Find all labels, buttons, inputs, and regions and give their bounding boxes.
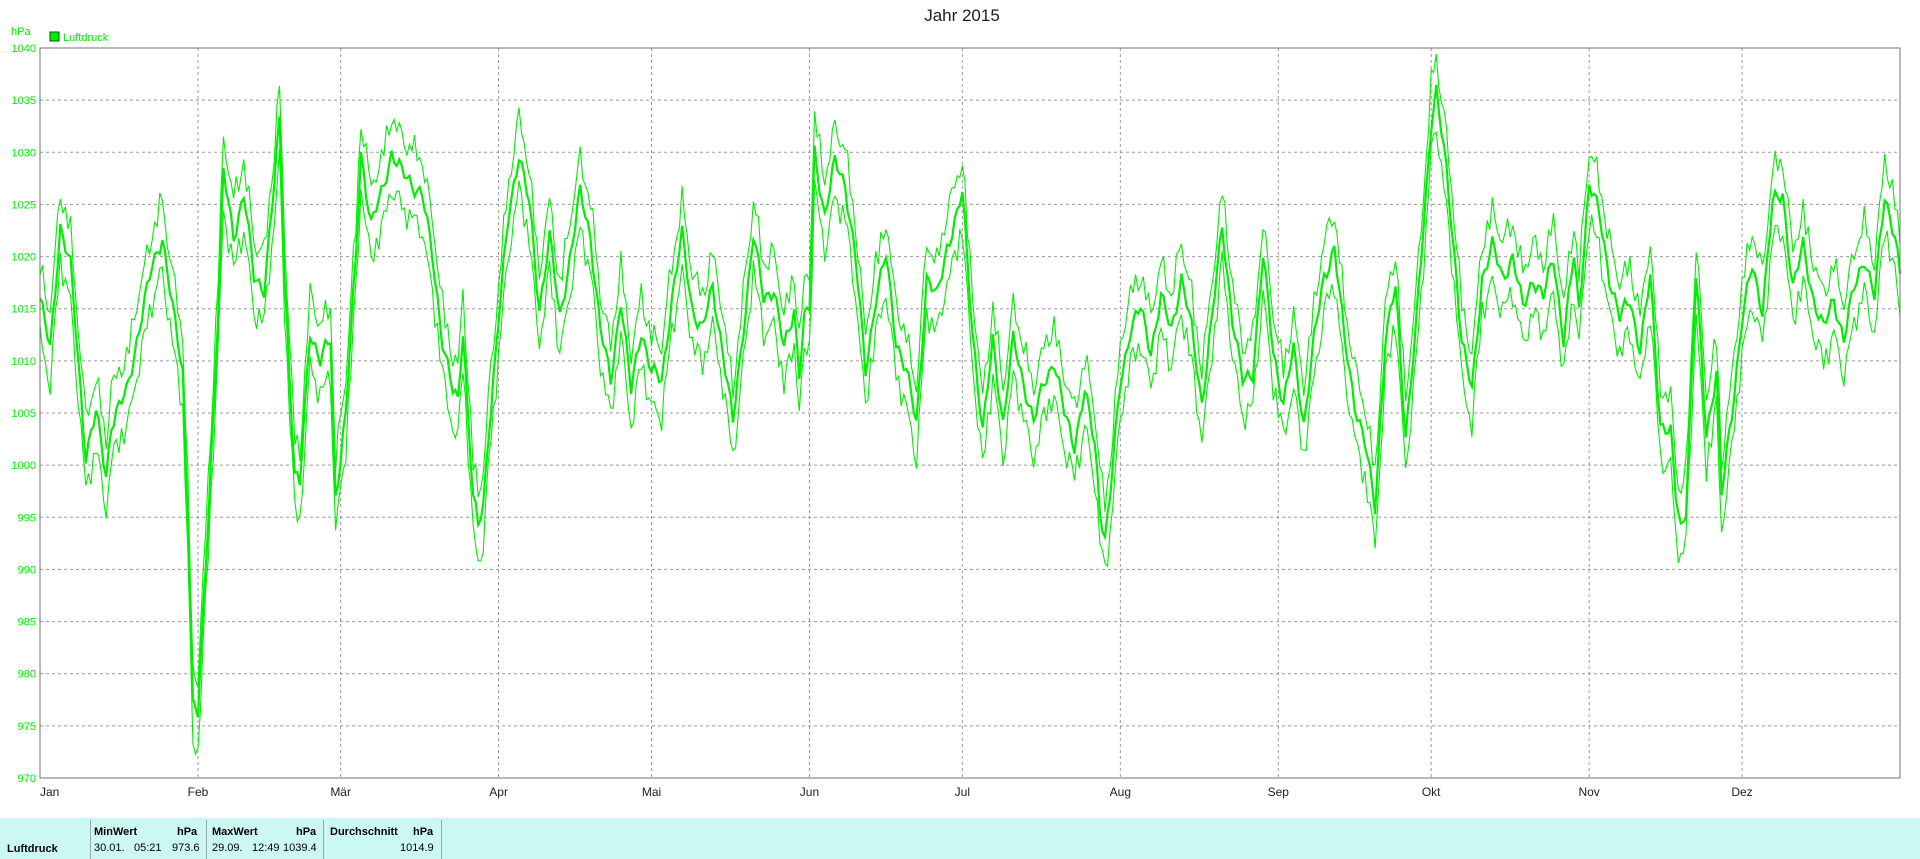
min-unit: hPa: [177, 826, 198, 838]
avg-value: 1014.9: [400, 842, 434, 854]
x-tick-label: Mai: [642, 785, 661, 799]
legend-label: Luftdruck: [63, 32, 109, 44]
y-tick-label: 995: [18, 512, 36, 524]
x-axis-ticks: Jan Feb Mär Apr Mai Jun Jul Aug Sep Okt Nov Dez: [40, 785, 1753, 799]
chart-title: Jahr 2015: [924, 6, 1000, 25]
y-tick-label: 990: [18, 564, 36, 576]
legend-swatch: [49, 31, 60, 42]
x-tick-label: Sep: [1268, 785, 1290, 799]
y-tick-label: 1030: [12, 147, 36, 159]
series-line-mean: [39, 84, 1902, 718]
y-tick-label: 1035: [12, 95, 36, 107]
x-tick-label: Feb: [188, 785, 209, 799]
x-tick-label: Okt: [1422, 785, 1441, 799]
grid-lines: [40, 48, 1900, 778]
line-chart: Jahr 2015 hPa Luftdruck 9709759809859909…: [11, 6, 1902, 799]
y-tick-label: 1010: [12, 356, 36, 368]
series-lines: [39, 53, 1902, 756]
y-axis-ticks: 970 975 980 985 990 995 1000 1005 1010 1015 1020 10…: [12, 43, 36, 785]
y-tick-label: 1040: [12, 43, 36, 55]
min-value: 973.6: [172, 842, 200, 854]
statistics-bar: Luftdruck MinWert hPa 30.01. 05:21 973.6…: [0, 818, 1920, 859]
series-line-min: [39, 131, 1901, 756]
x-tick-label: Nov: [1578, 785, 1599, 799]
max-value: 1039.4: [283, 842, 317, 854]
y-axis-unit: hPa: [11, 26, 31, 38]
stats-row-label: Luftdruck: [7, 843, 58, 855]
series-line-max: [39, 53, 1901, 688]
y-tick-label: 1000: [12, 460, 36, 472]
max-time: 12:49: [252, 842, 280, 854]
max-unit: hPa: [296, 826, 317, 838]
y-tick-label: 975: [18, 721, 36, 733]
x-tick-label: Aug: [1110, 785, 1131, 799]
avg-unit: hPa: [413, 826, 434, 838]
min-header: MinWert: [94, 826, 138, 838]
x-tick-label: Jun: [800, 785, 819, 799]
min-date: 30.01.: [94, 842, 125, 854]
x-tick-label: Dez: [1731, 785, 1752, 799]
min-time: 05:21: [134, 842, 162, 854]
max-header: MaxWert: [212, 826, 258, 838]
avg-header: Durchschnitt: [330, 826, 398, 838]
x-tick-label: Jul: [955, 785, 970, 799]
stats-divider: [441, 820, 442, 859]
y-tick-label: 1025: [12, 199, 36, 211]
x-tick-label: Mär: [330, 785, 351, 799]
y-tick-label: 1015: [12, 304, 36, 316]
stats-divider: [323, 820, 324, 859]
stats-divider: [90, 820, 91, 859]
x-tick-label: Apr: [489, 785, 508, 799]
max-date: 29.09.: [212, 842, 243, 854]
y-tick-label: 970: [18, 773, 36, 785]
y-tick-label: 985: [18, 617, 36, 629]
y-tick-label: 980: [18, 669, 36, 681]
plot-frame: [39, 47, 1901, 779]
x-tick-label: Jan: [40, 785, 59, 799]
y-tick-label: 1020: [12, 252, 36, 264]
y-tick-label: 1005: [12, 408, 36, 420]
stats-divider: [206, 820, 207, 859]
